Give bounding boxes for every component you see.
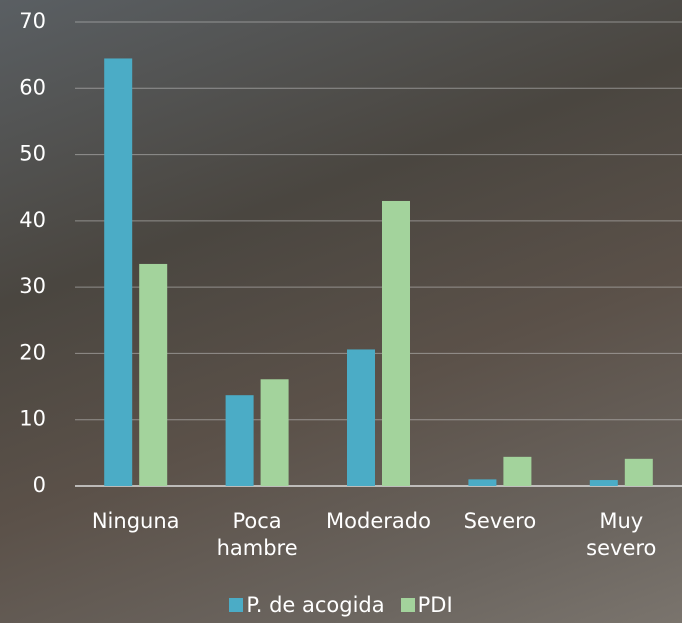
bar <box>139 263 168 486</box>
y-tick-label: 0 <box>33 473 46 497</box>
bar <box>260 379 289 486</box>
bar <box>589 480 618 486</box>
legend: P. de acogida PDI <box>0 593 682 617</box>
legend-swatch <box>400 598 415 612</box>
x-tick-label: Moderado <box>326 509 431 533</box>
bar <box>468 479 497 486</box>
bar <box>225 395 254 486</box>
bar <box>104 58 133 486</box>
legend-label: PDI <box>417 593 453 617</box>
y-tick-label: 30 <box>19 274 46 298</box>
bar <box>624 458 653 486</box>
x-tick-label: Poca hambre <box>216 509 298 560</box>
y-tick-label: 40 <box>19 208 46 232</box>
bar <box>382 200 410 486</box>
x-tick-label: Ninguna <box>91 509 180 533</box>
y-tick-label: 10 <box>19 407 46 431</box>
y-tick-label: 50 <box>19 142 46 166</box>
y-tick-label: 70 <box>19 9 46 33</box>
legend-swatch <box>229 598 244 612</box>
bar <box>347 349 375 486</box>
x-tick-label: Muy severo <box>586 509 657 560</box>
legend-label: P. de acogida <box>246 593 385 617</box>
x-tick-label: Severo <box>463 509 537 533</box>
y-tick-label: 60 <box>19 75 46 99</box>
y-tick-label: 20 <box>19 340 46 364</box>
bar <box>503 456 532 486</box>
legend-item: P. de acogida <box>229 593 385 617</box>
legend-item: PDI <box>400 593 453 617</box>
